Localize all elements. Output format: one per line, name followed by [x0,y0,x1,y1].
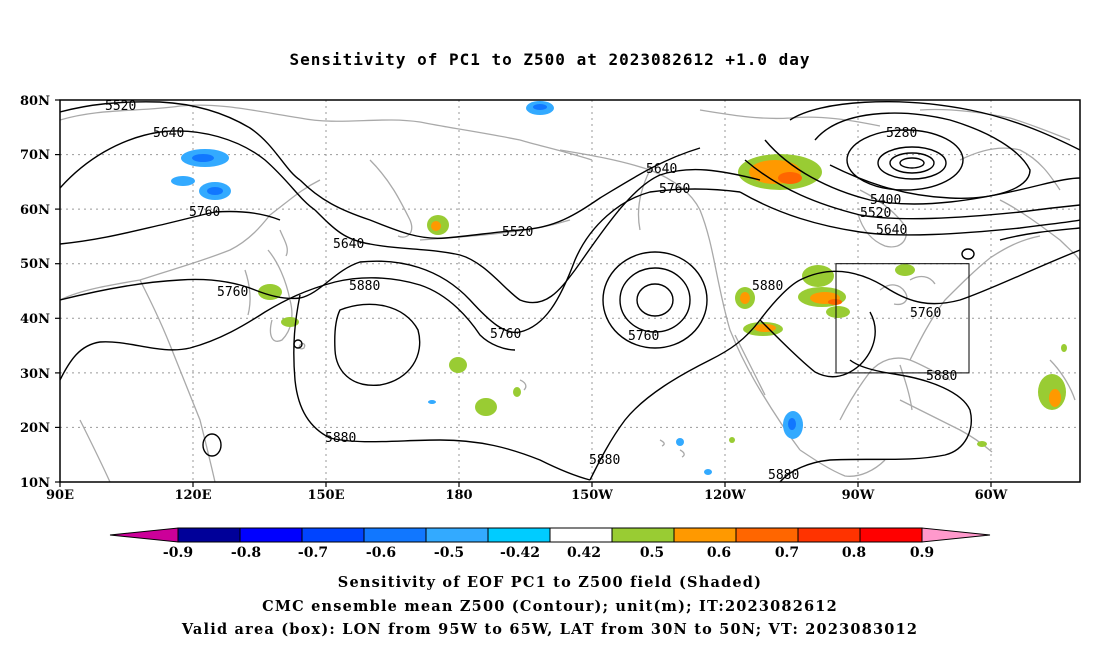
lon-label-150e: 150E [307,488,344,503]
colorbar [109,527,991,543]
contour-label-5880-pac: 5880 [589,453,620,468]
contour-label-5640-c: 5640 [333,237,364,252]
contour-label-5760-e: 5760 [659,182,690,197]
contour-label-5880-s: 5880 [325,431,356,446]
lat-label-40n: 40N [20,312,50,327]
colorbar-box [363,527,427,543]
colorbar-label: 0.6 [707,545,731,561]
z500-contours [60,101,1080,482]
lat-label-70n: 70N [20,148,50,163]
contour-label-5280: 5280 [886,126,917,141]
contour-label-5520-w: 5520 [105,99,136,114]
colorbar-label: -0.8 [231,545,261,561]
contour-label-5760-low: 5760 [628,329,659,344]
contour-label-5760-w: 5760 [189,205,220,220]
lat-label-30n: 30N [20,367,50,382]
map-gridlines [60,100,1080,482]
colorbar-label: -0.5 [434,545,464,561]
lat-label-10n: 10N [20,476,50,491]
lon-label-120e: 120E [174,488,211,503]
contour-label-5760-p: 5760 [490,327,521,342]
colorbar-label: 0.42 [567,545,601,561]
colorbar-box [487,527,551,543]
map-frame [59,99,1081,483]
contour-label-5640-w: 5640 [153,126,184,141]
contour-label-5640-e: 5640 [646,162,677,177]
colorbar-label: -0.9 [163,545,193,561]
lon-label-90e: 90E [46,488,74,503]
lon-label-180: 180 [445,488,472,503]
figure-title: Sensitivity of PC1 to Z500 at 2023082612… [289,50,811,69]
colorbar-label: -0.7 [298,545,328,561]
contour-label-5760-c: 5760 [217,285,248,300]
colorbar-labels: -0.9 -0.8 -0.7 -0.6 -0.5 -0.42 0.42 0.5 … [163,545,934,561]
lat-label-20n: 20N [20,421,50,436]
lon-label-90w: 90W [842,488,875,503]
colorbar-label: 0.9 [910,545,934,561]
lat-labels: 80N 70N 60N 50N 40N 30N 20N 10N [20,94,50,491]
colorbar-label: 0.5 [640,545,664,561]
contour-label-5520-c: 5520 [502,225,533,240]
contour-label-5880-se: 5880 [926,369,957,384]
contour-labels: 5520 5640 5760 5640 5760 5880 5520 5640 … [105,99,957,483]
colorbar-box [549,527,613,543]
lat-label-50n: 50N [20,257,50,272]
contour-label-5400: 5400 [870,193,901,208]
colorbar-box [735,527,799,543]
contour-label-5520-e: 5520 [860,206,891,221]
colorbar-box [177,527,241,543]
contour-label-5760-ne: 5760 [910,306,941,321]
colorbar-low-triangle [109,527,179,543]
sensitivity-shading [171,101,1067,475]
axis-ticks [55,99,992,487]
lon-labels: 90E 120E 150E 180 150W 120W 90W 60W [46,488,1008,503]
caption-line-2: CMC ensemble mean Z500 (Contour); unit(m… [262,598,838,615]
colorbar-box [611,527,675,543]
lon-label-60w: 60W [975,488,1008,503]
contour-label-5880-mex: 5880 [768,468,799,483]
colorbar-label: -0.42 [500,545,540,561]
caption-line-1: Sensitivity of EOF PC1 to Z500 field (Sh… [337,574,763,591]
colorbar-label: 0.8 [842,545,866,561]
colorbar-label: 0.7 [775,545,799,561]
lat-label-80n: 80N [20,94,50,109]
colorbar-box [301,527,365,543]
contour-label-5640-ne: 5640 [876,223,907,238]
lat-label-60n: 60N [20,203,50,218]
colorbar-high-triangle [921,527,991,543]
colorbar-label: -0.6 [366,545,396,561]
colorbar-box [673,527,737,543]
contour-label-5880-c: 5880 [349,279,380,294]
contour-label-5880-na: 5880 [752,279,783,294]
valid-area-box [835,263,970,374]
colorbar-box [797,527,861,543]
lon-label-150w: 150W [571,488,613,503]
colorbar-box [425,527,489,543]
lon-label-120w: 120W [704,488,746,503]
colorbar-box [239,527,303,543]
caption-line-3: Valid area (box): LON from 95W to 65W, L… [181,621,919,638]
colorbar-box [859,527,923,543]
